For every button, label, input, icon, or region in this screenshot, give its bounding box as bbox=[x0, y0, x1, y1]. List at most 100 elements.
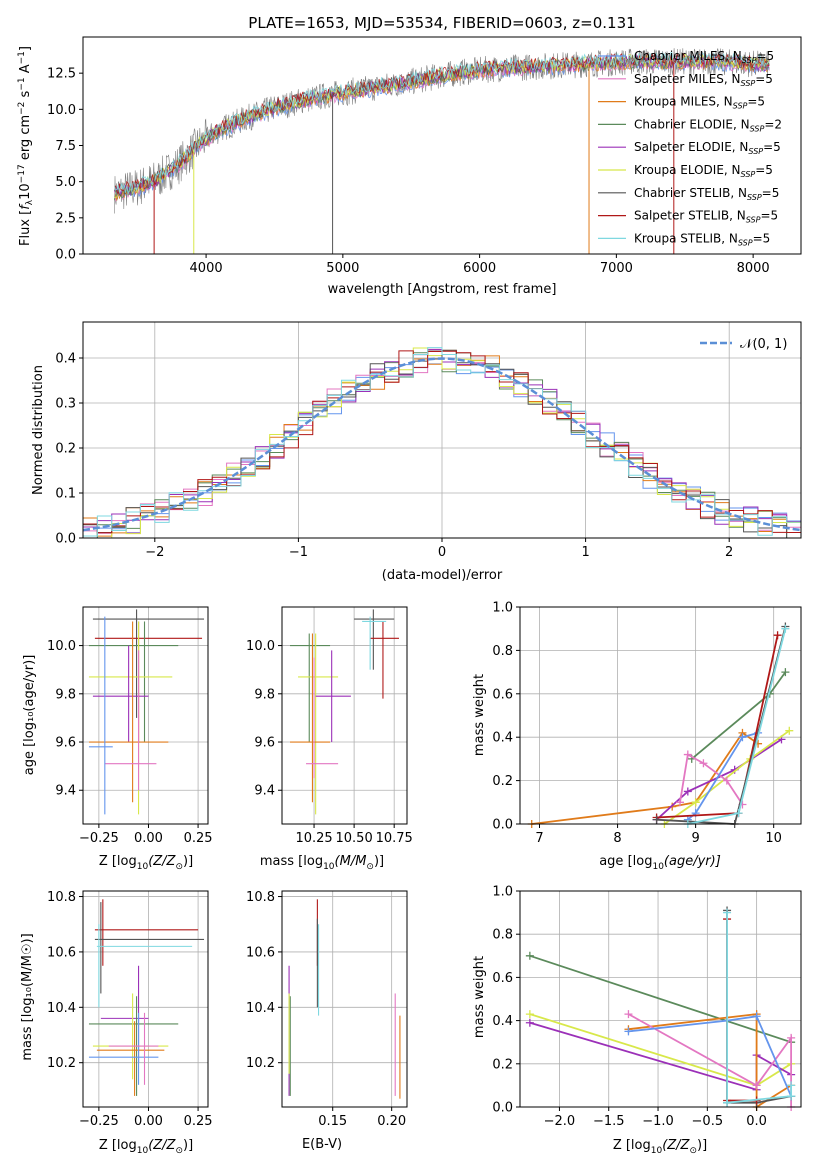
legend-label: Salpeter STELIB, NSSP=5 bbox=[634, 209, 778, 225]
y-tick-label: 0.1 bbox=[55, 487, 76, 502]
weight-marker bbox=[773, 631, 782, 640]
x-tick-label: 10.75 bbox=[376, 831, 413, 846]
normal-curve bbox=[82, 357, 802, 532]
residual-plot-area bbox=[82, 347, 802, 539]
y-tick-label: 10.2 bbox=[47, 1056, 76, 1071]
y-tick-label: 9.8 bbox=[55, 687, 76, 702]
legend-label: Kroupa ELODIE, NSSP=5 bbox=[634, 163, 773, 179]
spectrum-plot-area bbox=[114, 47, 770, 254]
spectrum-ticks: 4000 5000 6000 7000 8000 0.0 2.5 5.0 7.5 10.0 12.5 bbox=[47, 67, 770, 276]
x-tick-label: 0.0 bbox=[746, 1114, 767, 1129]
weight-line bbox=[529, 954, 792, 1044]
x-tick-label: 5000 bbox=[326, 261, 359, 276]
y-tick-label: 0.4 bbox=[492, 731, 513, 746]
y-tick-label: 10.0 bbox=[47, 639, 76, 654]
histogram-step bbox=[83, 347, 802, 539]
residual-panel: −2 −1 0 1 2 0.0 0.1 0.2 0.3 0.4 (data-model)/erro… bbox=[31, 321, 802, 583]
x-tick-label: −1.0 bbox=[642, 1114, 674, 1129]
y-tick-label: 0.2 bbox=[492, 1057, 513, 1072]
age-z-xlabel: Z [log10(Z/Z⊙)] bbox=[99, 854, 193, 872]
legend-label: Chabrier ELODIE, NSSP=2 bbox=[634, 117, 782, 133]
weight-marker bbox=[691, 798, 700, 807]
spectrum-traces bbox=[114, 47, 770, 254]
weight-marker bbox=[624, 1010, 633, 1019]
y-tick-label: 7.5 bbox=[55, 139, 76, 154]
weight-marker bbox=[722, 776, 731, 785]
x-tick-label: 0.00 bbox=[134, 831, 163, 846]
weight-line bbox=[726, 912, 792, 1104]
legend-label: Salpeter ELODIE, NSSP=5 bbox=[634, 140, 781, 156]
mass-z-ylabel: mass [log₁₀(M/M☉)] bbox=[20, 933, 35, 1060]
y-tick-label: 0.0 bbox=[55, 532, 76, 547]
mass-z-xlabel: Z [log10(Z/Z⊙)] bbox=[99, 1138, 193, 1156]
y-tick-label: 9.4 bbox=[254, 784, 275, 799]
weight-vs-metallicity-panel: −2.0 −1.5 −1.0 −0.5 0.0 0.0 0.2 0.4 0.6 0.8 1.0 bbox=[492, 885, 802, 1129]
x-tick-label: 7 bbox=[535, 831, 543, 846]
mass-vs-metallicity-panel: −0.25 0.00 0.25 10.2 10.4 10.6 10.8 bbox=[47, 890, 213, 1129]
y-tick-label: 10.4 bbox=[246, 1001, 275, 1016]
histogram-step bbox=[82, 347, 802, 538]
spectrum-ylabel: Flux [fλ10−17 erg cm−2 s−1 A−1] bbox=[17, 46, 35, 246]
y-tick-label: 0.6 bbox=[492, 687, 513, 702]
weight-marker bbox=[787, 1033, 796, 1042]
x-tick-label: 6000 bbox=[463, 261, 496, 276]
x-tick-label: −2.0 bbox=[544, 1114, 576, 1129]
weight-marker bbox=[787, 1092, 796, 1101]
x-tick-label: 9 bbox=[691, 831, 699, 846]
weight-marker bbox=[787, 1081, 796, 1090]
mass-vs-reddening-panel: 0.15 0.20 10.2 10.4 10.6 10.8 bbox=[246, 890, 408, 1129]
plot-area bbox=[525, 906, 796, 1111]
x-tick-label: 0.15 bbox=[318, 1114, 347, 1129]
spectrum-xlabel: wavelength [Angstrom, rest frame] bbox=[328, 282, 557, 297]
x-tick-label: 10.50 bbox=[336, 831, 373, 846]
axes-frame bbox=[82, 606, 209, 825]
x-tick-label: 8 bbox=[613, 831, 621, 846]
weight-marker bbox=[752, 1012, 761, 1021]
weight-marker bbox=[785, 726, 794, 735]
y-tick-label: 10.8 bbox=[47, 890, 76, 905]
axes-frame bbox=[519, 890, 802, 1108]
model-spectrum-line bbox=[114, 51, 770, 195]
weight-age-xlabel: age [log10(age/yr)] bbox=[599, 854, 721, 872]
axes-frame bbox=[82, 890, 209, 1108]
weight-marker bbox=[781, 624, 790, 633]
legend-label: Chabrier MILES, NSSP=5 bbox=[634, 49, 774, 65]
weight-marker bbox=[734, 809, 743, 818]
legend-label: Chabrier STELIB, NSSP=5 bbox=[634, 186, 779, 202]
y-tick-label: 10.8 bbox=[246, 890, 275, 905]
y-tick-label: 0.8 bbox=[492, 928, 513, 943]
weight-marker bbox=[676, 798, 685, 807]
weight-marker bbox=[723, 908, 732, 917]
y-tick-label: 10.6 bbox=[246, 945, 275, 960]
x-tick-label: 4000 bbox=[190, 261, 223, 276]
y-tick-label: 0.6 bbox=[492, 971, 513, 986]
weight-marker bbox=[525, 1010, 534, 1019]
weight-marker bbox=[699, 759, 708, 768]
spectrum-title: PLATE=1653, MJD=53534, FIBERID=0603, z=0… bbox=[248, 14, 635, 32]
y-tick-label: 12.5 bbox=[47, 67, 76, 82]
plot-area bbox=[88, 899, 205, 1096]
y-tick-label: 1.0 bbox=[492, 885, 513, 900]
x-tick-label: −2 bbox=[145, 545, 164, 560]
y-tick-label: 0.0 bbox=[492, 1101, 513, 1116]
y-tick-label: 10.4 bbox=[47, 1001, 76, 1016]
legend-label: Kroupa MILES, NSSP=5 bbox=[634, 95, 765, 111]
x-tick-label: 1 bbox=[581, 545, 589, 560]
y-tick-label: 10.6 bbox=[47, 945, 76, 960]
weight-marker bbox=[752, 1081, 761, 1090]
weight-marker bbox=[652, 815, 661, 824]
x-tick-label: −0.25 bbox=[79, 1114, 119, 1129]
weight-marker bbox=[781, 668, 790, 677]
weight-marker bbox=[723, 1098, 732, 1107]
weight-marker bbox=[683, 750, 692, 759]
y-tick-label: 2.5 bbox=[55, 211, 76, 226]
y-tick-label: 0.0 bbox=[55, 248, 76, 263]
y-tick-label: 9.6 bbox=[55, 736, 76, 751]
y-tick-label: 0.3 bbox=[55, 397, 76, 412]
weight-line bbox=[628, 1013, 792, 1109]
age-vs-mass-panel: 10.25 10.50 10.75 9.4 9.6 9.8 10.0 bbox=[246, 606, 413, 846]
y-tick-label: 0.2 bbox=[55, 442, 76, 457]
plot-area bbox=[288, 899, 401, 1099]
x-tick-label: 7000 bbox=[600, 261, 633, 276]
